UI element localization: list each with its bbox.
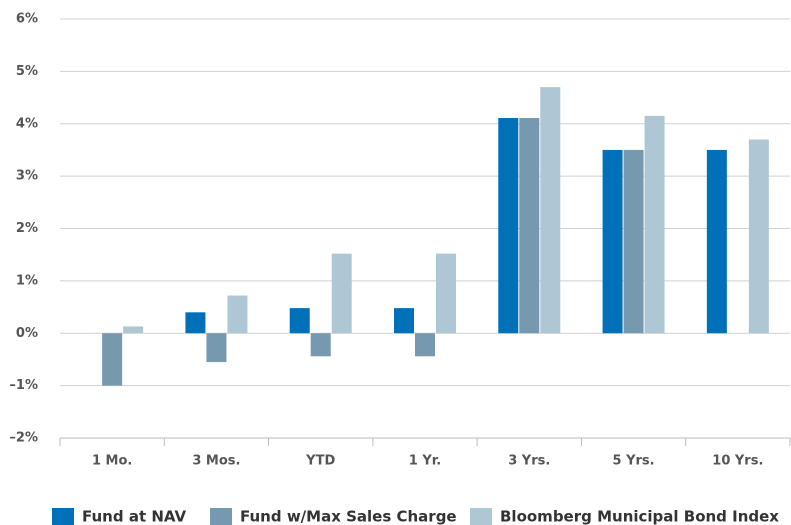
y-tick-label: 3% (16, 169, 38, 184)
legend-label: Fund w/Max Sales Charge (240, 508, 457, 525)
x-tick-label: 1 Yr. (409, 454, 441, 469)
bar (644, 115, 665, 334)
x-tick-label: 1 Mo. (92, 454, 132, 469)
x-tick-label: 3 Mos. (192, 454, 240, 469)
legend-swatch (52, 508, 74, 525)
y-tick-label: 5% (16, 64, 38, 79)
bar (394, 308, 414, 334)
bar (519, 117, 540, 334)
bar (227, 295, 248, 334)
x-tick-label: 5 Yrs. (613, 454, 655, 469)
y-tick-label: –1% (9, 378, 38, 393)
bar (748, 139, 769, 334)
x-tick-label: YTD (305, 454, 335, 469)
legend-swatch (470, 508, 492, 525)
bar (706, 149, 727, 334)
bar (436, 253, 456, 334)
bar (602, 149, 623, 334)
bar (623, 149, 644, 334)
bar (185, 312, 206, 334)
y-tick-label: –2% (9, 431, 38, 446)
bar (310, 333, 331, 357)
bar (289, 308, 310, 334)
legend-label: Fund at NAV (82, 508, 186, 525)
legend: Fund at NAV Fund w/Max Sales Charge Bloomb… (52, 508, 779, 525)
bar (498, 117, 519, 334)
legend-label: Bloomberg Municipal Bond Index (500, 508, 779, 525)
y-tick-label: 6% (16, 12, 38, 27)
bar (206, 333, 227, 363)
bar (540, 87, 561, 334)
y-tick-label: 1% (16, 273, 38, 288)
y-tick-label: 0% (16, 326, 38, 341)
x-tick-label: 3 Yrs. (508, 454, 550, 469)
x-tick-label: 10 Yrs. (712, 454, 763, 469)
y-tick-label: 4% (16, 116, 38, 131)
bar (415, 333, 435, 357)
bar (331, 253, 352, 334)
bar (123, 326, 144, 334)
bar (102, 333, 123, 386)
y-tick-label: 2% (16, 221, 38, 236)
legend-swatch (210, 508, 232, 525)
